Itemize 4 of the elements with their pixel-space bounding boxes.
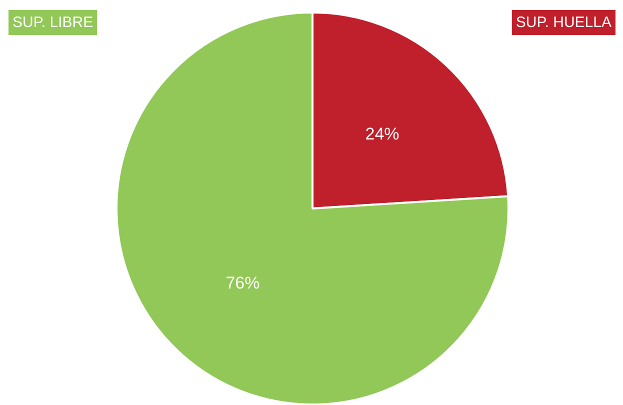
data-label: 76% <box>226 273 260 292</box>
slice-label: SUP. HUELLA <box>516 14 612 31</box>
slice-label: SUP. LIBRE <box>12 14 94 31</box>
data-label: 24% <box>365 124 400 144</box>
